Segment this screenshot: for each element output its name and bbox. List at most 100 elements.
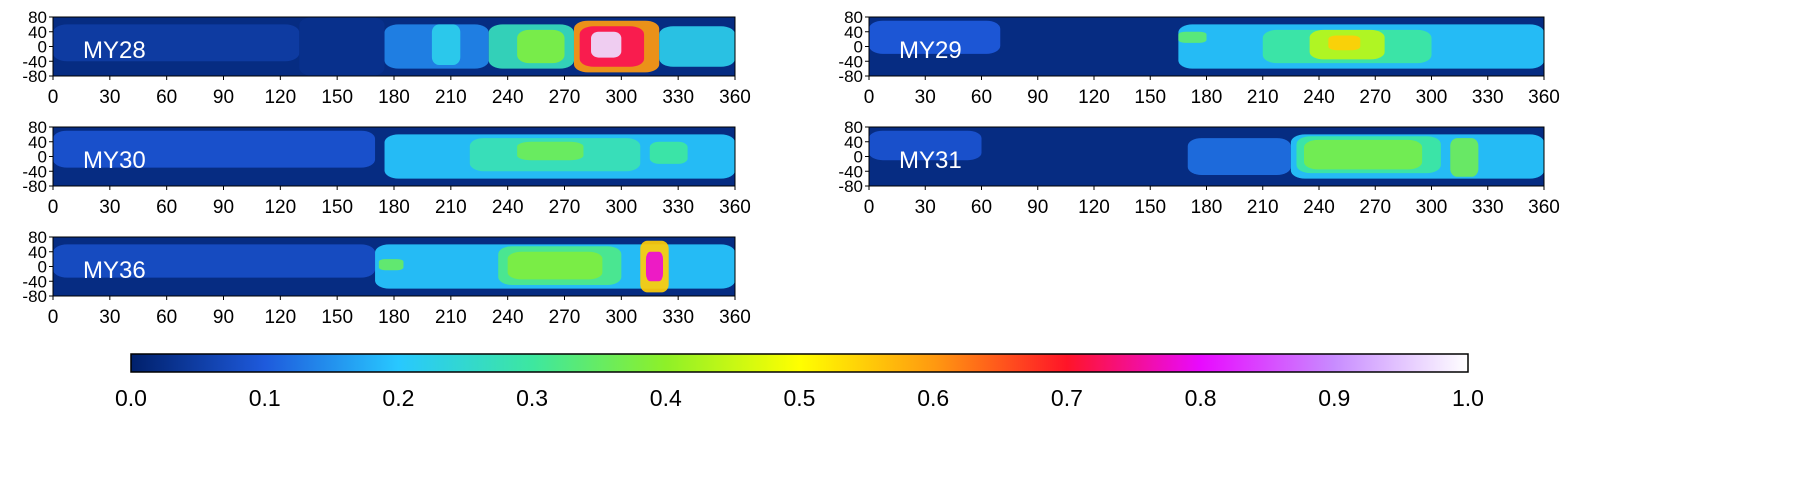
panel-label: MY29 xyxy=(899,37,962,64)
x-tick-label: 90 xyxy=(1027,197,1048,218)
x-tick-label: 150 xyxy=(321,307,353,328)
x-tick-label: 210 xyxy=(435,307,467,328)
y-tick-label: -80 xyxy=(838,67,863,86)
heatmap-region xyxy=(517,29,565,64)
x-tick-label: 150 xyxy=(1134,87,1166,108)
heatmap-region xyxy=(645,251,664,282)
x-tick-label: 360 xyxy=(719,197,751,218)
x-tick-label: 210 xyxy=(435,197,467,218)
panel-label: MY36 xyxy=(83,257,146,284)
x-tick-label: 240 xyxy=(492,87,524,108)
colorbar-tick-label: 0.7 xyxy=(1051,385,1083,411)
x-tick-label: 270 xyxy=(1359,197,1391,218)
y-tick-label: -40 xyxy=(22,272,47,291)
heatmap-region xyxy=(299,17,385,76)
y-tick-label: 80 xyxy=(844,118,863,137)
x-tick-label: 360 xyxy=(719,307,751,328)
x-tick-label: 120 xyxy=(1078,197,1110,218)
y-tick-label: -40 xyxy=(838,52,863,71)
x-tick-label: 120 xyxy=(264,307,296,328)
x-tick-label: 270 xyxy=(549,87,581,108)
colorbar-tick-label: 0.6 xyxy=(917,385,949,411)
x-tick-label: 30 xyxy=(99,307,120,328)
colorbar-tick-label: 0.0 xyxy=(115,385,147,411)
heatmap-region xyxy=(378,259,404,271)
heatmap-region xyxy=(659,26,735,67)
y-tick-label: 0 xyxy=(38,258,47,277)
y-tick-label: -40 xyxy=(22,162,47,181)
y-tick-label: 80 xyxy=(28,228,47,247)
y-tick-label: -40 xyxy=(838,162,863,181)
y-tick-label: -80 xyxy=(22,287,47,306)
x-tick-label: 300 xyxy=(605,87,637,108)
colorbar-tick-label: 0.5 xyxy=(784,385,816,411)
y-tick-label: 40 xyxy=(28,133,47,152)
y-tick-label: 0 xyxy=(854,38,863,57)
y-tick-label: 80 xyxy=(28,118,47,137)
x-tick-label: 90 xyxy=(213,197,234,218)
x-tick-label: 360 xyxy=(719,87,751,108)
x-tick-label: 360 xyxy=(1528,197,1560,218)
x-tick-label: 30 xyxy=(915,197,936,218)
heatmap-region xyxy=(431,24,461,65)
x-tick-label: 60 xyxy=(156,307,177,328)
x-tick-label: 30 xyxy=(99,197,120,218)
colorbar-tick-label: 0.8 xyxy=(1185,385,1217,411)
x-tick-label: 0 xyxy=(48,307,59,328)
heatmap-region xyxy=(869,130,982,161)
x-tick-label: 60 xyxy=(156,87,177,108)
y-tick-label: 80 xyxy=(844,8,863,27)
x-tick-label: 330 xyxy=(662,307,694,328)
x-tick-label: 210 xyxy=(1247,87,1279,108)
panel-label: MY30 xyxy=(83,147,146,174)
x-tick-label: 330 xyxy=(662,197,694,218)
y-tick-label: 0 xyxy=(854,148,863,167)
x-tick-label: 60 xyxy=(971,197,992,218)
y-tick-label: 40 xyxy=(28,23,47,42)
x-tick-label: 330 xyxy=(662,87,694,108)
heatmap-region xyxy=(649,141,688,164)
x-tick-label: 0 xyxy=(864,87,875,108)
colorbar-tick-label: 0.3 xyxy=(516,385,548,411)
y-tick-label: 40 xyxy=(28,243,47,262)
colorbar-tick-label: 0.1 xyxy=(249,385,281,411)
x-tick-label: 0 xyxy=(48,197,59,218)
panel-label: MY28 xyxy=(83,37,146,64)
x-tick-label: 270 xyxy=(549,197,581,218)
panel-label: MY31 xyxy=(899,147,962,174)
heatmap-region xyxy=(507,251,603,280)
x-tick-label: 210 xyxy=(1247,197,1279,218)
x-tick-label: 120 xyxy=(264,197,296,218)
x-tick-label: 300 xyxy=(605,307,637,328)
y-tick-label: 0 xyxy=(38,148,47,167)
heatmap-field xyxy=(869,17,1544,76)
x-tick-label: 330 xyxy=(1472,197,1504,218)
x-tick-label: 270 xyxy=(549,307,581,328)
heatmap-region xyxy=(1328,35,1361,51)
y-tick-label: 0 xyxy=(38,38,47,57)
heatmap-field xyxy=(53,127,735,186)
heatmap-region xyxy=(1178,31,1207,43)
x-tick-label: 30 xyxy=(99,87,120,108)
heatmap-field xyxy=(53,237,735,296)
y-tick-label: 40 xyxy=(844,23,863,42)
x-tick-label: 120 xyxy=(1078,87,1110,108)
x-tick-label: 270 xyxy=(1359,87,1391,108)
x-tick-label: 0 xyxy=(48,87,59,108)
x-tick-label: 240 xyxy=(1303,87,1335,108)
x-tick-label: 180 xyxy=(1191,87,1223,108)
x-tick-label: 120 xyxy=(264,87,296,108)
heatmap-region xyxy=(591,31,622,58)
y-tick-label: -80 xyxy=(838,177,863,196)
x-tick-label: 180 xyxy=(378,197,410,218)
heatmap-region xyxy=(53,244,376,278)
x-tick-label: 360 xyxy=(1528,87,1560,108)
x-tick-label: 240 xyxy=(492,307,524,328)
x-tick-label: 300 xyxy=(605,197,637,218)
y-tick-label: -40 xyxy=(22,52,47,71)
x-tick-label: 210 xyxy=(435,87,467,108)
